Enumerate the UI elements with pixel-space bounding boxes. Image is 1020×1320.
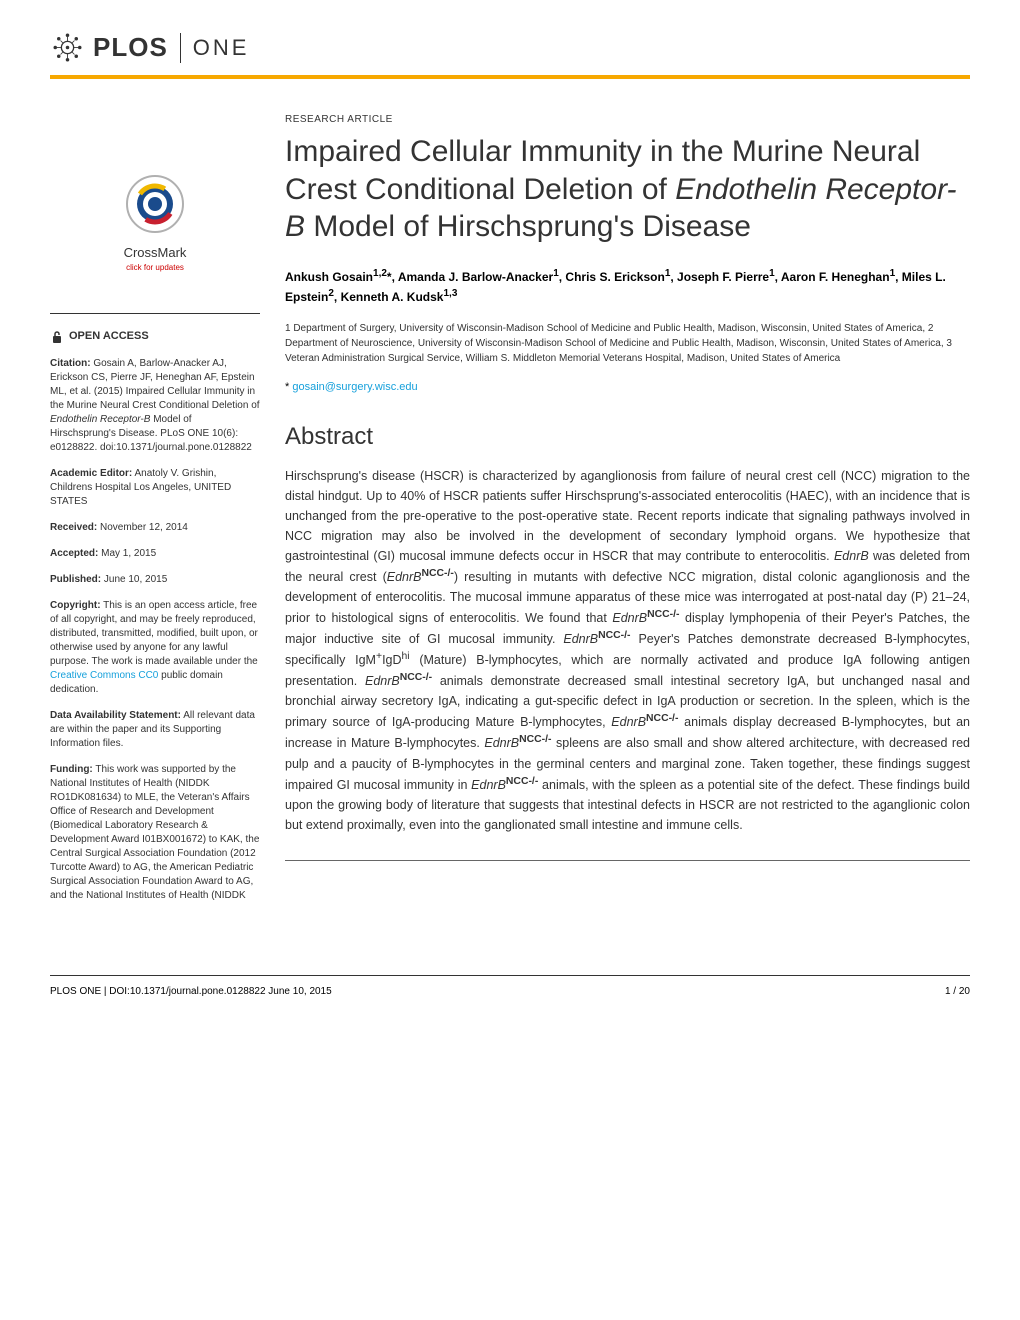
- copyright-label: Copyright:: [50, 600, 101, 611]
- published-label: Published:: [50, 574, 101, 585]
- logo-one-text: ONE: [193, 35, 250, 61]
- data-availability-section: Data Availability Statement: All relevan…: [50, 709, 260, 751]
- logo-plos-text: PLOS: [93, 32, 168, 63]
- funding-text: This work was supported by the National …: [50, 764, 259, 901]
- accepted-section: Accepted: May 1, 2015: [50, 547, 260, 561]
- crossmark-label: CrossMark: [50, 244, 260, 262]
- citation-italic: Endothelin Receptor-B: [50, 414, 150, 425]
- crossmark-widget[interactable]: CrossMark click for updates: [50, 174, 260, 273]
- logo-divider: [180, 33, 181, 63]
- abstract-heading: Abstract: [285, 423, 970, 451]
- received-text: November 12, 2014: [97, 522, 188, 533]
- journal-logo: PLOS ONE: [50, 30, 970, 65]
- plos-icon: [50, 30, 85, 65]
- sidebar: CrossMark click for updates OPEN ACCESS …: [50, 114, 260, 915]
- sidebar-divider: [50, 313, 260, 314]
- editor-section: Academic Editor: Anatoly V. Grishin, Chi…: [50, 467, 260, 509]
- funding-section: Funding: This work was supported by the …: [50, 763, 260, 903]
- abstract-text: Hirschsprung's disease (HSCR) is charact…: [285, 466, 970, 835]
- main-layout: CrossMark click for updates OPEN ACCESS …: [50, 114, 970, 915]
- article-content: RESEARCH ARTICLE Impaired Cellular Immun…: [285, 114, 970, 915]
- bottom-divider: [285, 860, 970, 861]
- citation-label: Citation:: [50, 358, 91, 369]
- title-part-2: Model of Hirschsprung's Disease: [305, 210, 751, 243]
- copyright-section: Copyright: This is an open access articl…: [50, 599, 260, 697]
- accepted-text: May 1, 2015: [98, 548, 156, 559]
- article-type: RESEARCH ARTICLE: [285, 114, 970, 125]
- accepted-label: Accepted:: [50, 548, 98, 559]
- page-footer: PLOS ONE | DOI:10.1371/journal.pone.0128…: [50, 975, 970, 997]
- correspondence-email[interactable]: gosain@surgery.wisc.edu: [292, 381, 417, 393]
- received-section: Received: November 12, 2014: [50, 521, 260, 535]
- footer-right: 1 / 20: [945, 986, 970, 997]
- crossmark-sublabel: click for updates: [50, 262, 260, 273]
- page-header: PLOS ONE: [50, 30, 970, 79]
- published-section: Published: June 10, 2015: [50, 573, 260, 587]
- published-text: June 10, 2015: [101, 574, 167, 585]
- correspondence: * gosain@surgery.wisc.edu: [285, 381, 970, 393]
- crossmark-icon: [125, 174, 185, 234]
- funding-label: Funding:: [50, 764, 93, 775]
- received-label: Received:: [50, 522, 97, 533]
- cc0-link[interactable]: Creative Commons CC0: [50, 670, 158, 681]
- authors-list: Ankush Gosain1,2*, Amanda J. Barlow-Anac…: [285, 266, 970, 306]
- open-lock-icon: [50, 330, 64, 344]
- article-title: Impaired Cellular Immunity in the Murine…: [285, 133, 970, 246]
- editor-label: Academic Editor:: [50, 468, 132, 479]
- open-access-text: OPEN ACCESS: [69, 329, 149, 344]
- citation-section: Citation: Gosain A, Barlow-Anacker AJ, E…: [50, 357, 260, 455]
- footer-left: PLOS ONE | DOI:10.1371/journal.pone.0128…: [50, 986, 332, 997]
- open-access-badge: OPEN ACCESS: [50, 329, 260, 344]
- data-label: Data Availability Statement:: [50, 710, 181, 721]
- affiliations: 1 Department of Surgery, University of W…: [285, 321, 970, 366]
